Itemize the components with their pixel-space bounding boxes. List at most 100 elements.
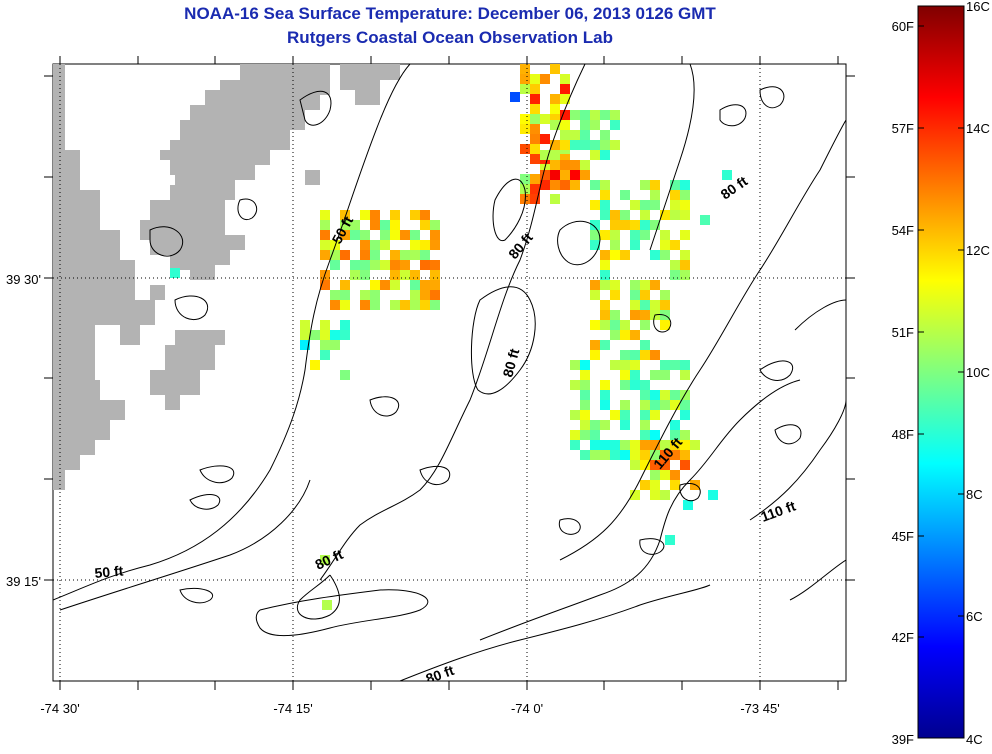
sst-pixel	[360, 260, 370, 270]
sst-pixel	[660, 320, 670, 330]
sst-pixel	[580, 140, 590, 150]
sst-pixel	[430, 240, 440, 250]
map-title: NOAA-16 Sea Surface Temperature: Decembe…	[184, 4, 716, 23]
sst-pixel	[610, 280, 620, 290]
sst-pixel	[680, 430, 690, 440]
sst-pixel	[640, 290, 650, 300]
sst-pixel	[530, 114, 540, 124]
sst-pixel	[600, 420, 610, 430]
sst-pixel	[320, 210, 330, 220]
sst-pixel	[660, 440, 670, 450]
sst-pixel	[320, 280, 330, 290]
sst-pixel	[630, 290, 640, 300]
sst-pixel	[620, 210, 630, 220]
sst-pixel	[560, 74, 570, 84]
sst-pixel	[580, 380, 590, 390]
sst-pixel	[650, 200, 660, 210]
sst-pixel	[590, 340, 600, 350]
sst-pixel	[580, 110, 590, 120]
sst-pixel	[390, 230, 400, 240]
sst-pixel	[580, 130, 590, 140]
sst-pixel	[640, 480, 650, 490]
sst-pixel	[680, 400, 690, 410]
sst-pixels	[170, 64, 732, 610]
sst-pixel	[580, 420, 590, 430]
sst-pixel	[530, 154, 540, 164]
sst-pixel	[620, 250, 630, 260]
sst-pixel	[310, 360, 320, 370]
sst-pixel	[600, 190, 610, 200]
sst-pixel	[610, 240, 620, 250]
sst-pixel	[340, 250, 350, 260]
sst-pixel	[340, 290, 350, 300]
sst-pixel	[630, 330, 640, 340]
sst-pixel	[370, 300, 380, 310]
sst-pixel	[590, 120, 600, 130]
sst-pixel	[650, 440, 660, 450]
sst-pixel	[320, 330, 330, 340]
sst-pixel	[322, 600, 332, 610]
sst-pixel	[540, 134, 550, 144]
sst-pixel	[550, 180, 560, 190]
sst-pixel	[590, 430, 600, 440]
sst-pixel	[340, 330, 350, 340]
sst-pixel	[530, 184, 540, 194]
colorbar: 60F 57F 54F 51F 48F 45F 42F 39F 16C 14C …	[892, 0, 990, 747]
sst-pixel	[380, 280, 390, 290]
sst-pixel	[640, 450, 650, 460]
contour-label: 50 ft	[94, 563, 124, 581]
sst-pixel	[610, 320, 620, 330]
sst-pixel	[560, 180, 570, 190]
sst-pixel	[600, 250, 610, 260]
sst-pixel	[550, 114, 560, 124]
sst-pixel	[360, 230, 370, 240]
sst-pixel	[400, 260, 410, 270]
sst-pixel	[540, 114, 550, 124]
sst-pixel	[660, 470, 670, 480]
tick-marks	[44, 56, 855, 690]
sst-pixel	[300, 330, 310, 340]
sst-pixel	[610, 310, 620, 320]
sst-pixel	[630, 220, 640, 230]
sst-pixel	[580, 430, 590, 440]
sst-pixel	[660, 450, 670, 460]
sst-pixel	[690, 440, 700, 450]
sst-pixel	[708, 490, 718, 500]
sst-pixel	[340, 320, 350, 330]
sst-pixel	[680, 370, 690, 380]
sst-pixel	[620, 400, 630, 410]
sst-pixel	[530, 144, 540, 154]
sst-pixel	[620, 380, 630, 390]
sst-pixel	[410, 250, 420, 260]
sst-pixel	[400, 250, 410, 260]
sst-pixel	[590, 320, 600, 330]
sst-pixel	[350, 220, 360, 230]
sst-pixel	[640, 200, 650, 210]
colorbar-f-label: 42F	[892, 630, 914, 645]
sst-pixel	[410, 300, 420, 310]
sst-pixel	[660, 230, 670, 240]
sst-pixel	[340, 220, 350, 230]
sst-pixel	[610, 450, 620, 460]
colorbar-c-label: 4C	[966, 732, 983, 747]
y-tick-label: 39 15'	[6, 574, 41, 589]
sst-pixel	[590, 420, 600, 430]
sst-pixel	[330, 340, 340, 350]
sst-pixel	[600, 210, 610, 220]
sst-pixel	[640, 280, 650, 290]
sst-pixel	[630, 460, 640, 470]
grid-lines	[53, 64, 846, 681]
sst-pixel	[640, 460, 650, 470]
sst-pixel	[600, 300, 610, 310]
sst-pixel	[630, 490, 640, 500]
colorbar-c-label: 16C	[966, 0, 990, 14]
sst-pixel	[580, 370, 590, 380]
sst-pixel	[660, 490, 670, 500]
sst-pixel	[570, 180, 580, 190]
sst-pixel	[670, 260, 680, 270]
sst-pixel	[610, 120, 620, 130]
sst-pixel	[320, 250, 330, 260]
sst-pixel	[610, 230, 620, 240]
sst-pixel	[680, 270, 690, 280]
